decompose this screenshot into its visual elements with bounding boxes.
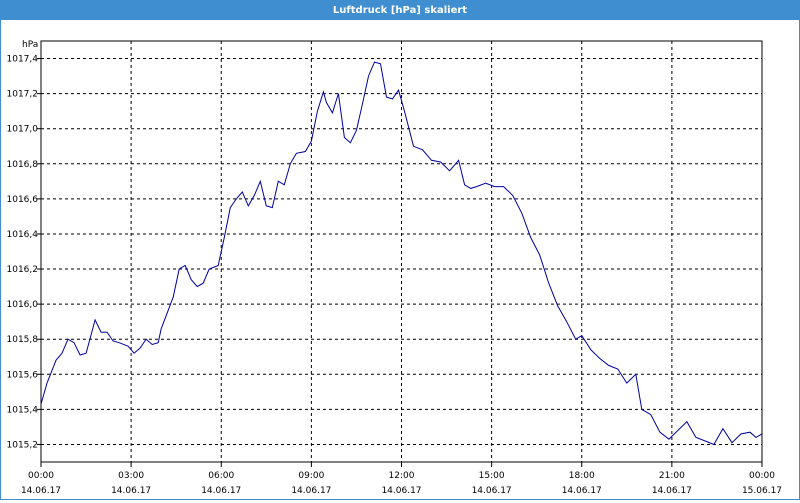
x-tick-date-label: 14.06.17 [381,486,421,496]
x-tick-time-label: 00:00 [28,471,54,481]
x-tick-time-label: 15:00 [479,471,505,481]
y-tick-label: 1017,4 [7,55,39,65]
y-tick-label: 1015,4 [7,405,39,415]
x-tick-date-label: 15.06.17 [742,486,782,496]
y-tick-label: 1016,2 [7,265,39,275]
chart-area: 1015,2 1015,4 1015,6 1015,8 1016,0 1016,2 1016… [1,20,799,503]
y-tick-label: 1017,2 [7,90,39,100]
x-tick-date-label: 14.06.17 [291,486,331,496]
line-chart: 1015,2 1015,4 1015,6 1015,8 1016,0 1016,2 1016… [7,40,783,496]
x-tick-time-label: 21:00 [659,471,685,481]
y-tick-label: 1015,8 [7,335,39,345]
x-tick-time-label: 18:00 [569,471,595,481]
y-axis-label: hPa [22,40,38,50]
y-tick-label: 1016,0 [7,300,39,310]
x-tick-date-label: 14.06.17 [652,486,692,496]
x-tick-time-label: 03:00 [118,471,144,481]
x-tick-date-label: 14.06.17 [21,486,61,496]
x-tick-time-label: 12:00 [389,471,415,481]
series-line [40,61,763,446]
y-tick-label: 1015,2 [7,440,39,450]
x-tick-date-label: 14.06.17 [472,486,512,496]
x-tick-time-label: 00:00 [749,471,775,481]
y-tick-label: 1017,0 [7,125,39,135]
x-tick-time-label: 06:00 [208,471,234,481]
x-tick-date-label: 14.06.17 [201,486,241,496]
x-tick-time-label: 09:00 [298,471,324,481]
y-tick-label: 1016,6 [7,195,39,205]
y-tick-label: 1015,6 [7,370,39,380]
window-title: Luftdruck [hPa] skaliert [1,1,799,20]
x-tick-date-label: 14.06.17 [562,486,602,496]
x-tick-date-label: 14.06.17 [111,486,151,496]
y-tick-label: 1016,8 [7,160,39,170]
y-tick-label: 1016,4 [7,230,39,240]
